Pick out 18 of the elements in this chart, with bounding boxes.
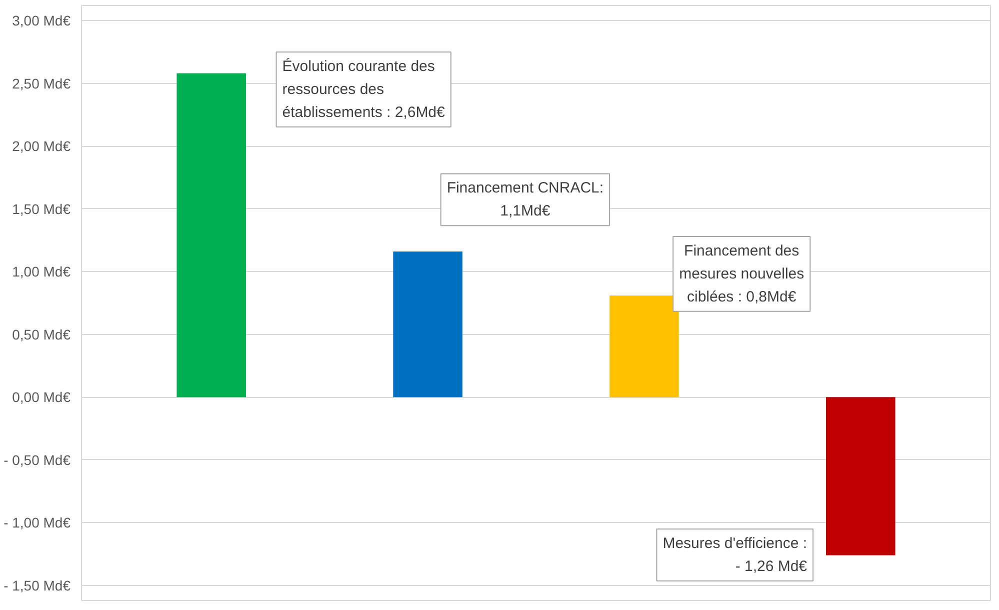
annotation: Mesures d'efficience : - 1,26 Md€ <box>662 534 808 575</box>
annotation: Évolution courante des ressources des établissements : 2,6Md€ <box>282 56 446 121</box>
bar <box>826 397 896 556</box>
y-tick-label: 1,50 Md€ <box>12 200 71 217</box>
y-tick-label: - 1,00 Md€ <box>4 514 71 531</box>
annotation: Financement CNRACL: 1,1Md€ <box>446 180 604 220</box>
y-tick-label: 0,00 Md€ <box>12 389 71 406</box>
y-tick-label: - 1,50 Md€ <box>4 577 71 594</box>
y-tick-label: 3,00 Md€ <box>12 12 71 29</box>
annotation: Financement des mesures nouvelles ciblées : 0,8Md€ <box>679 242 804 306</box>
bar <box>393 252 462 398</box>
y-tick-label: 0,50 Md€ <box>12 326 71 342</box>
y-tick-label: 2,00 Md€ <box>12 138 71 154</box>
y-tick-label: 1,00 Md€ <box>12 264 71 280</box>
bar <box>610 295 679 398</box>
y-tick-label: - 0,50 Md€ <box>4 452 71 468</box>
y-tick-label: 2,50 Md€ <box>12 75 71 92</box>
bar <box>176 73 246 398</box>
